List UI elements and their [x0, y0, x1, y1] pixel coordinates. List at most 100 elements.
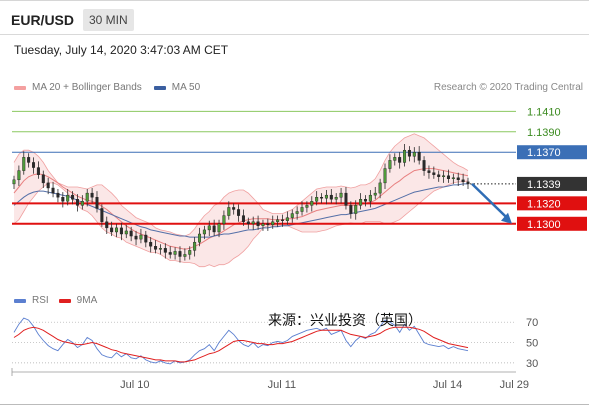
candle-body [344, 192, 348, 206]
candle-body [354, 205, 358, 214]
candle-body [71, 194, 75, 200]
candle-body [110, 227, 114, 233]
x-tick-label-Jul-11: Jul 11 [268, 379, 297, 391]
legend-item-ma20: MA 20 + Bollinger Bands [14, 82, 142, 93]
candle-body [466, 181, 470, 185]
candle-body [295, 211, 299, 214]
candle-body [305, 205, 309, 208]
candle-body [188, 250, 192, 255]
candle-body [246, 221, 250, 224]
price-legend: MA 20 + Bollinger Bands MA 50 [14, 82, 200, 93]
candle-body [163, 248, 167, 253]
candle-body [393, 157, 397, 161]
legend-swatch-9ma [58, 298, 71, 303]
candle-body [427, 170, 431, 173]
credit-text: Research © 2020 Trading Central [433, 82, 583, 93]
bollinger-lower-line [13, 180, 469, 268]
candle-body [41, 174, 45, 184]
candle-body [178, 251, 182, 257]
legend-swatch-ma20 [14, 85, 26, 90]
candle-body [95, 196, 99, 209]
candle-body [139, 234, 143, 240]
candle-body [461, 179, 465, 183]
candle-body [207, 225, 211, 231]
candle-body [115, 227, 119, 233]
candle-body [158, 248, 162, 250]
candle-body [388, 160, 392, 169]
level-box-1.1300 [517, 216, 587, 231]
source-note: 来源：兴业投资（英国） [268, 312, 422, 328]
candle-body [22, 157, 26, 171]
candle-body [320, 196, 324, 199]
candle-body [222, 215, 226, 224]
level-label-1.1300: 1.1300 [527, 219, 561, 231]
candle-body [456, 177, 460, 181]
bottom-border [0, 404, 589, 405]
candle-body [271, 221, 275, 226]
candle-body [383, 168, 387, 184]
instrument-title: EUR/USD [11, 12, 75, 28]
forecast-arrow-shaft [471, 183, 510, 221]
candle-body [32, 162, 36, 168]
legend-swatch-ma50 [153, 85, 166, 90]
legend-swatch-rsi [14, 298, 26, 303]
candle-body [451, 177, 455, 179]
candle-body [75, 199, 79, 206]
candle-body [173, 251, 177, 255]
legend-label-rsi: RSI [32, 295, 49, 306]
candle-body [12, 179, 16, 185]
rsi-series-9MA [13, 326, 469, 363]
candle-body [280, 219, 284, 221]
candle-body [446, 175, 450, 180]
candle-body [56, 192, 60, 198]
candle-body [241, 215, 245, 222]
candle-body [300, 207, 304, 212]
ma50-line [13, 183, 468, 238]
candle-body [378, 182, 382, 194]
candle-body [183, 254, 187, 257]
candle-body [168, 252, 172, 255]
candle-body [266, 223, 270, 225]
forecast-arrow-head [501, 212, 512, 224]
legend-label-ma50: MA 50 [171, 82, 201, 93]
candle-body [339, 192, 343, 198]
candle-body [198, 233, 202, 243]
candle-body [359, 199, 363, 206]
candle-body [144, 234, 148, 243]
level-box-1.1370 [517, 145, 587, 160]
candle-body [193, 241, 197, 251]
candle-body [27, 157, 31, 163]
candle-body [334, 196, 338, 200]
level-box-1.1320 [517, 196, 587, 211]
candle-body [417, 152, 421, 161]
candle-body [85, 192, 89, 202]
candle-body [46, 182, 50, 189]
x-tick-label-Jul-14: Jul 14 [433, 379, 462, 391]
timeframe-badge[interactable]: 30 MIN [83, 9, 134, 31]
candle-body [373, 192, 377, 196]
rsi-legend: RSI 9MA [14, 295, 97, 306]
candle-body [368, 194, 372, 202]
candle-body [105, 221, 109, 229]
timestamp: Tuesday, July 14, 2020 3:47:03 AM CET [14, 43, 229, 57]
candle-body [202, 229, 206, 235]
candle-body [251, 221, 255, 224]
candle-body [256, 221, 260, 227]
x-tick-label-Jul-10: Jul 10 [120, 379, 149, 391]
candle-body [237, 209, 241, 216]
candle-body [129, 230, 133, 237]
candle-body [212, 225, 216, 233]
rsi-tick-label-70: 70 [526, 317, 538, 329]
candle-body [90, 192, 94, 198]
rsi-series-RSI [13, 317, 469, 365]
candle-body [324, 194, 328, 199]
candle-body [329, 194, 333, 200]
candle-body [349, 205, 353, 214]
candle-body [51, 187, 55, 194]
candle-body [403, 149, 407, 163]
level-label-1.1339: 1.1339 [527, 179, 561, 191]
top-border [0, 0, 589, 1]
candle-body [285, 217, 289, 221]
candle-body [80, 201, 84, 206]
